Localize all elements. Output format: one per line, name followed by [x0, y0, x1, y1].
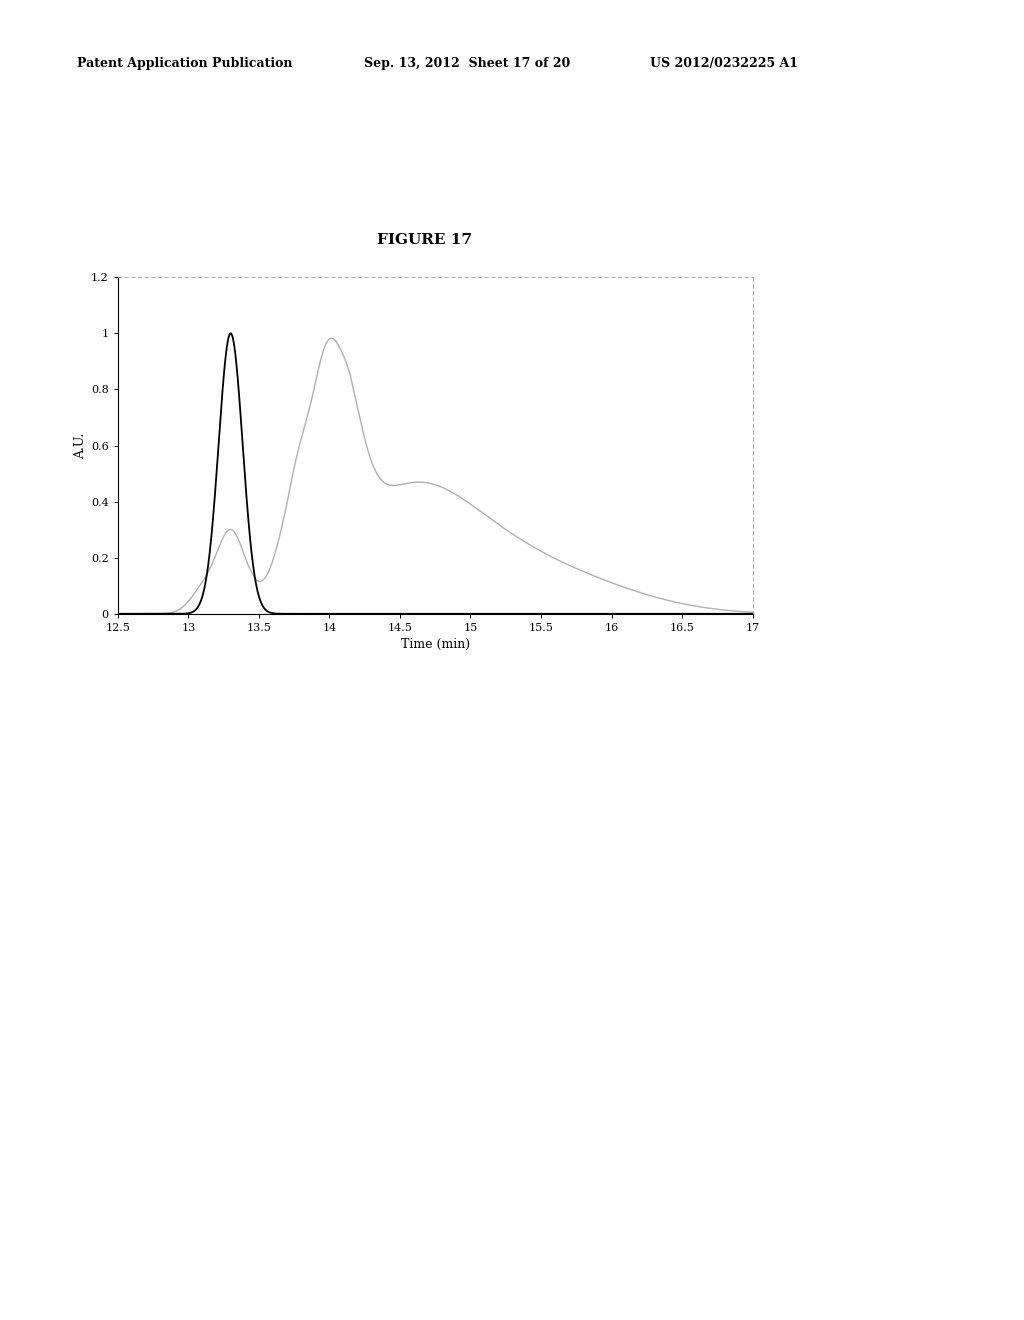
Text: Patent Application Publication: Patent Application Publication	[77, 57, 292, 70]
Text: US 2012/0232225 A1: US 2012/0232225 A1	[650, 57, 799, 70]
X-axis label: Time (min): Time (min)	[400, 639, 470, 651]
Text: FIGURE 17: FIGURE 17	[378, 234, 472, 247]
Text: Sep. 13, 2012  Sheet 17 of 20: Sep. 13, 2012 Sheet 17 of 20	[364, 57, 569, 70]
Y-axis label: A.U.: A.U.	[74, 433, 87, 458]
